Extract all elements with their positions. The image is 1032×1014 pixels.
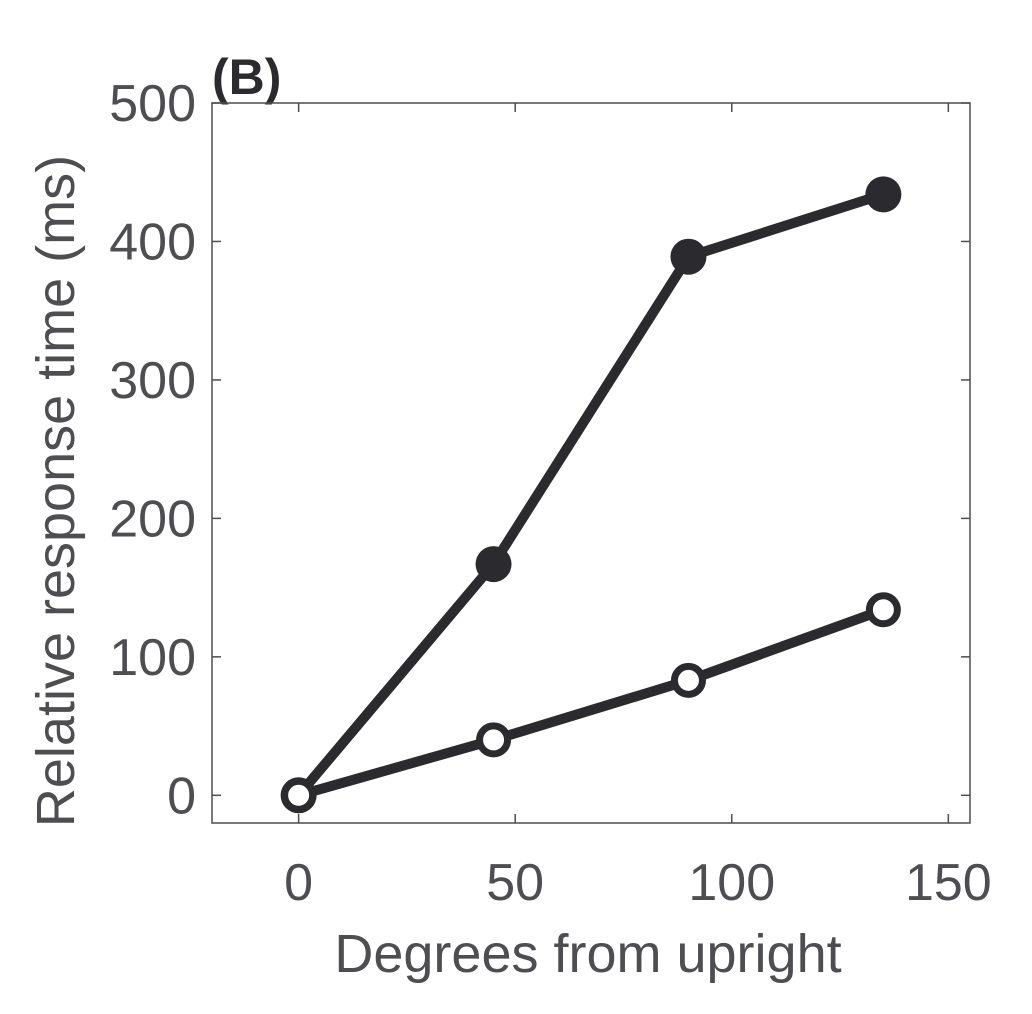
series-line-open: [293, 604, 889, 801]
y-axis-label: Relative response time (ms): [26, 155, 86, 827]
y-tick-label: 200: [109, 490, 196, 548]
tick-labels: 0 50 100 150 0 100 200 300 400 500: [109, 75, 991, 912]
y-tick-label: 300: [109, 352, 196, 410]
x-tick-label: 150: [905, 854, 992, 912]
data-point-open: [476, 722, 512, 758]
data-point-open: [670, 662, 706, 698]
data-point-filled: [475, 546, 512, 583]
y-tick-label: 400: [109, 213, 196, 271]
plot-frame: [211, 102, 971, 824]
data-point-filled: [865, 176, 902, 213]
panel-label: (B): [212, 49, 281, 105]
series-layer: [280, 176, 902, 814]
axis-ticks: [212, 102, 970, 823]
x-axis-label: Degrees from upright: [334, 924, 841, 984]
series-line-filled: [293, 189, 889, 801]
x-tick-label: 50: [486, 854, 544, 912]
y-tick-label: 500: [109, 75, 196, 133]
x-tick-label: 0: [284, 854, 313, 912]
data-point-open: [281, 777, 317, 813]
y-tick-label: 100: [109, 629, 196, 687]
data-point-filled: [670, 238, 707, 275]
y-tick-label: 0: [167, 767, 196, 825]
data-point-open: [865, 592, 901, 628]
x-tick-label: 100: [688, 854, 775, 912]
